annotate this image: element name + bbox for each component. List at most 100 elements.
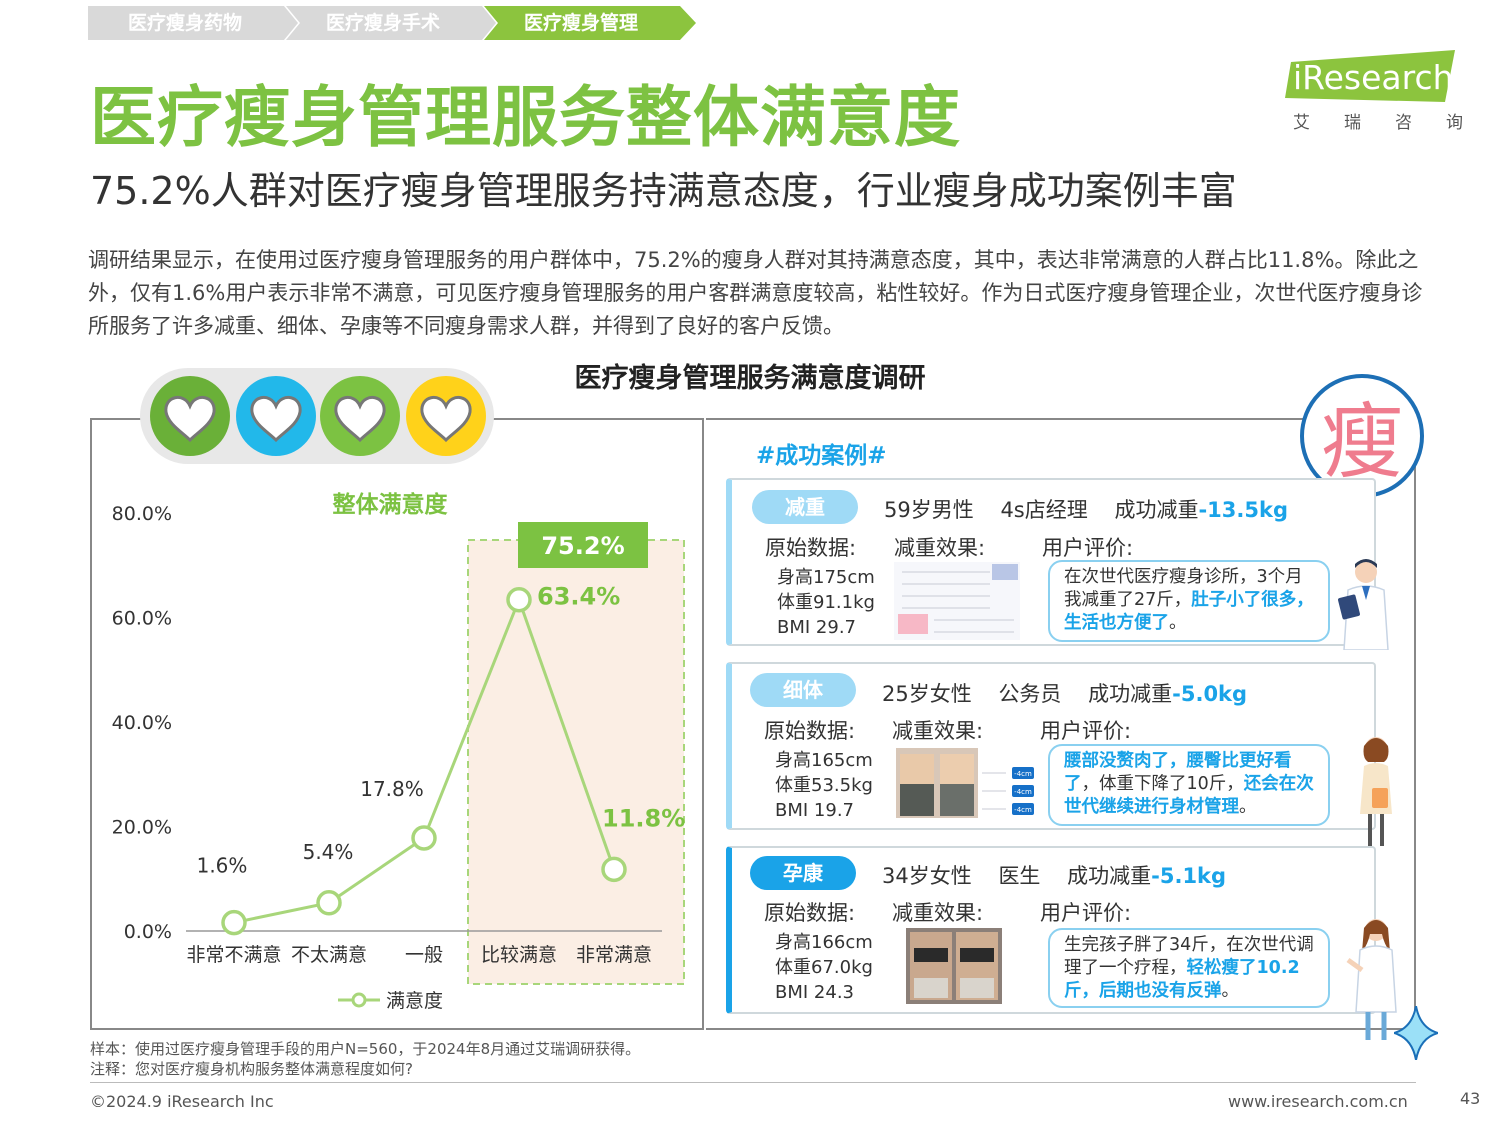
case-person: 59岁男性 [884, 498, 974, 522]
review-tail: 。 [1239, 797, 1257, 817]
raw-data: 身高165cm 体重53.5kg BMI 19.7 [775, 748, 873, 823]
review-text: 生完孩子胖了34斤，在次世代调理了一个疗程， [1064, 935, 1314, 978]
before-after-photo [896, 748, 978, 818]
page-title: 医疗瘦身管理服务整体满意度 [90, 79, 961, 156]
review-highlight: 轻松瘦了10.2斤，后期也没有反弹 [1064, 958, 1300, 1001]
case-tag: 细体 [750, 673, 856, 707]
case-result-label: 成功减重 [1114, 498, 1199, 522]
review-text: 在次世代医疗瘦身诊所，3个月我减重了27斤， [1064, 567, 1303, 610]
breadcrumb-item-management[interactable]: 医疗瘦身管理 [484, 6, 696, 40]
review-tail: 。 [1221, 981, 1240, 1001]
x-tick-label: 一般 [405, 944, 443, 966]
case-job: 医生 [998, 864, 1041, 888]
data-point [316, 890, 342, 916]
x-tick-label: 比较满意 [481, 944, 557, 966]
data-label: 5.4% [303, 840, 354, 864]
raw-label: 原始数据: [764, 901, 856, 925]
footer-divider [90, 1082, 1416, 1083]
measure-mark: -4cm [1014, 788, 1032, 796]
review-text: ，体重下降了10斤， [1081, 774, 1244, 794]
breadcrumb-item-drugs[interactable]: 医疗瘦身药物 [88, 6, 298, 40]
case-person: 34岁女性 [882, 864, 972, 888]
cases-frame [706, 418, 1416, 1030]
case-job: 公务员 [998, 682, 1062, 706]
review-highlight: 还会在次世代继续进行身材管理 [1064, 774, 1314, 817]
case-result-label: 成功减重 [1088, 682, 1173, 706]
raw-data: 身高166cm 体重67.0kg BMI 24.3 [775, 930, 873, 1005]
raw-bmi: BMI 24.3 [775, 982, 854, 1003]
x-tick-label: 非常满意 [576, 944, 652, 966]
raw-bmi: BMI 19.7 [775, 800, 854, 821]
logo-char: 瑞 [1344, 113, 1361, 133]
y-tick-label: 0.0% [124, 921, 172, 943]
case-result-value: -5.1kg [1151, 864, 1227, 888]
woman-icon [1360, 737, 1392, 846]
raw-weight: 体重67.0kg [775, 957, 873, 978]
effect-label: 减重效果: [894, 536, 986, 560]
case-summary: 59岁男性 4s店经理 成功减重-13.5kg [884, 494, 1288, 524]
copyright: ©2024.9 iResearch Inc [90, 1092, 274, 1111]
doctor-female-icon [1346, 919, 1397, 1040]
review-label: 用户评价: [1042, 536, 1134, 560]
data-point [506, 586, 532, 613]
review-bubble: 在次世代医疗瘦身诊所，3个月我减重了27斤，肚子小了很多，生活也方便了。 [1048, 560, 1330, 642]
stamp-char: 瘦 [1321, 395, 1403, 490]
footer-url[interactable]: www.iresearch.com.cn [1228, 1092, 1408, 1111]
iresearch-logo [1285, 50, 1455, 102]
effect-label: 减重效果: [892, 719, 984, 743]
case-tag: 孕康 [750, 856, 856, 890]
logo-char: 艾 [1293, 113, 1310, 133]
figure-title: 医疗瘦身管理服务满意度调研 [574, 363, 926, 394]
raw-label: 原始数据: [764, 719, 856, 743]
satisfaction-chart: 75.2% 整体满意度 0.0% 20.0% 40.0% 60.0% 80.0% 非常不… [112, 491, 686, 1012]
y-tick-label: 80.0% [112, 503, 172, 525]
review-bubble: 生完孩子胖了34斤，在次世代调理了一个疗程，轻松瘦了10.2斤，后期也没有反弹。 [1048, 928, 1330, 1008]
doctor-male-icon [1338, 559, 1389, 650]
y-tick-label: 40.0% [112, 712, 172, 734]
y-tick-label: 20.0% [112, 817, 172, 839]
slim-stamp-icon: 瘦 [1300, 374, 1424, 498]
before-after-photo [906, 928, 1002, 1004]
case-job: 4s店经理 [1000, 498, 1088, 522]
legend-label: 满意度 [386, 990, 443, 1012]
raw-bmi: BMI 29.7 [777, 617, 856, 638]
page-number: 43 [1460, 1089, 1481, 1108]
measure-table: -4cm -4cm -4cm [982, 767, 1034, 815]
breadcrumb-item-surgery[interactable]: 医疗瘦身手术 [286, 6, 496, 40]
case-summary: 34岁女性 医生 成功减重-5.1kg [882, 860, 1226, 890]
case-summary: 25岁女性 公务员 成功减重-5.0kg [882, 678, 1247, 708]
data-label: 1.6% [197, 854, 248, 878]
raw-label: 原始数据: [765, 536, 857, 560]
logo-char: 咨 [1395, 113, 1412, 133]
sparkle-icon [1394, 1006, 1438, 1060]
data-point [221, 909, 247, 936]
weight-chart-thumbnail [894, 562, 1020, 640]
y-tick-label: 60.0% [112, 608, 172, 630]
data-point [411, 825, 437, 851]
highlight-label: 75.2% [541, 532, 624, 560]
measure-mark: -4cm [1014, 770, 1032, 778]
raw-weight: 体重91.1kg [777, 592, 875, 613]
raw-height: 身高165cm [775, 750, 873, 771]
effect-label: 减重效果: [892, 901, 984, 925]
case-person: 25岁女性 [882, 682, 972, 706]
data-label: 63.4% [537, 583, 620, 611]
cases-heading: #成功案例# [756, 443, 887, 469]
raw-height: 身高175cm [777, 567, 875, 588]
chart-inner-title: 整体满意度 [333, 491, 449, 518]
review-label: 用户评价: [1040, 719, 1132, 743]
case-result-value: -5.0kg [1172, 682, 1248, 706]
intro-paragraph: 调研结果显示，在使用过医疗瘦身管理服务的用户群体中，75.2%的瘦身人群对其持满… [88, 248, 1423, 338]
question-note: 注释：您对医疗瘦身机构服务整体满意程度如何? [90, 1060, 413, 1078]
logo-brand: iResearch [1293, 58, 1454, 97]
legend: 满意度 [338, 990, 443, 1012]
raw-height: 身高166cm [775, 932, 873, 953]
review-highlight: 肚子小了很多，生活也方便了 [1064, 590, 1314, 633]
data-label: 11.8% [602, 804, 685, 832]
case-result-value: -13.5kg [1198, 498, 1288, 522]
review-tail: 。 [1169, 613, 1187, 633]
sample-note: 样本：使用过医疗瘦身管理手段的用户N=560，于2024年8月通过艾瑞调研获得。 [90, 1040, 641, 1058]
x-tick-label: 非常不满意 [186, 944, 281, 966]
raw-data: 身高175cm 体重91.1kg BMI 29.7 [777, 565, 875, 640]
review-highlight: 腰部没赘肉了，腰臀比更好看了 [1064, 751, 1292, 794]
